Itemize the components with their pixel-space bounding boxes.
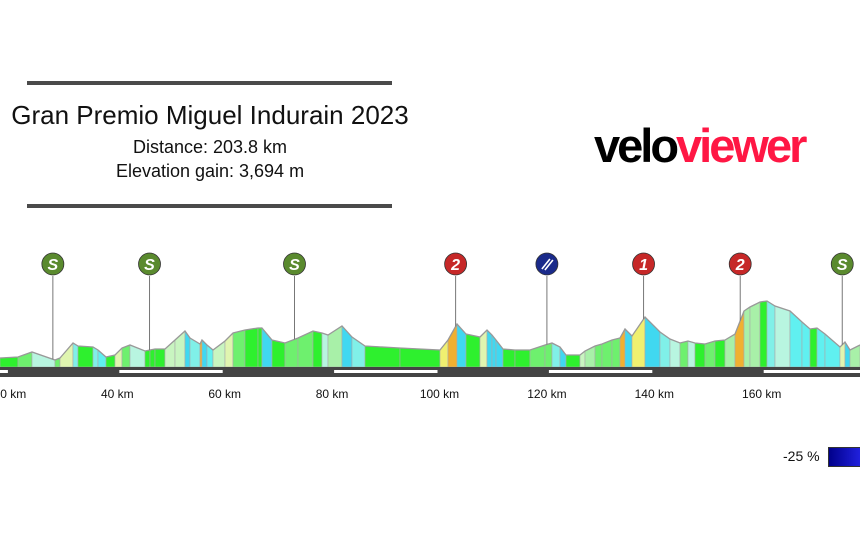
- marker-climb-cat-1[interactable]: 1: [632, 252, 655, 320]
- marker-badge: [283, 252, 306, 276]
- axis-dash: [548, 370, 653, 373]
- marker-badge: [632, 252, 655, 276]
- profile-segment: [144, 349, 151, 368]
- profile-segment: [759, 300, 768, 368]
- profile-segment: [789, 310, 803, 368]
- marker-label: 1: [639, 257, 648, 274]
- axis-dash: [119, 370, 223, 373]
- marker-badge: [138, 252, 161, 276]
- x-tick-label: 80 km: [316, 387, 349, 401]
- x-tick-label: 160 km: [742, 387, 781, 401]
- race-title: Gran Premio Miguel Indurain 2023: [11, 100, 409, 130]
- profile-segment: [321, 332, 329, 368]
- marker-sprint[interactable]: S: [138, 252, 161, 351]
- x-tick-label: 100 km: [420, 387, 459, 401]
- profile-segment: [312, 330, 323, 368]
- profile-segment: [232, 329, 246, 368]
- marker-badge: [728, 252, 752, 276]
- profile-segment: [465, 333, 481, 368]
- x-tick-label: 60 km: [208, 387, 241, 401]
- marker-label: S: [48, 257, 59, 274]
- x-tick-label: 20 km: [0, 387, 26, 401]
- x-tick-label: 40 km: [101, 387, 134, 401]
- profile-segment: [679, 340, 689, 368]
- profile-segment: [502, 348, 516, 368]
- marker-label: S: [837, 257, 848, 274]
- marker-badge: [41, 252, 65, 276]
- profile-segment: [766, 300, 776, 368]
- marker-label: 2: [735, 257, 745, 274]
- marker-badge: [830, 252, 854, 276]
- profile-segment: [271, 339, 286, 368]
- marker-feed-zone[interactable]: [535, 252, 559, 345]
- profile-segment: [611, 337, 621, 368]
- profile-segment: [824, 333, 841, 368]
- marker-label: S: [144, 257, 155, 274]
- axis-dash: [763, 370, 860, 373]
- profile-segment: [809, 327, 818, 368]
- profile-segment: [149, 348, 156, 368]
- bottom-rule: [27, 204, 392, 208]
- profile-segment: [529, 344, 546, 368]
- top-rule: [27, 81, 392, 85]
- profile-segment: [849, 344, 860, 368]
- profile-segment: [704, 340, 716, 368]
- profile-segment: [77, 345, 94, 368]
- profile-segment: [121, 344, 131, 368]
- profile-segment: [327, 325, 343, 368]
- profile-segment: [72, 342, 79, 368]
- profile-segment: [544, 342, 553, 368]
- profile-segment: [154, 348, 166, 368]
- gradient-legend-bar: [828, 447, 860, 467]
- profile-segment: [594, 343, 603, 368]
- profile-segment: [97, 349, 107, 368]
- profile-segment: [743, 306, 751, 368]
- profile-segment: [734, 310, 745, 368]
- axis-dash: [0, 370, 8, 373]
- marker-sprint[interactable]: S: [830, 252, 854, 345]
- profile-segment: [364, 345, 401, 368]
- profile-segment: [749, 301, 761, 368]
- veloviewer-logo: veloviewer: [594, 119, 807, 172]
- profile-segment: [447, 322, 458, 368]
- axis-dash: [334, 370, 438, 373]
- marker-label: S: [289, 257, 300, 274]
- profile-outline: [0, 300, 860, 361]
- profile-segment: [244, 327, 259, 368]
- x-tick-label: 140 km: [635, 387, 674, 401]
- profile-segment: [631, 316, 646, 368]
- marker-badge: [444, 252, 468, 276]
- profile-segment: [565, 354, 581, 368]
- marker-climb-cat-2[interactable]: 2: [444, 252, 468, 327]
- marker-label: 2: [450, 257, 460, 274]
- marker-climb-cat-2[interactable]: 2: [728, 252, 752, 321]
- elevation-gain-text: Elevation gain: 3,694 m: [115, 161, 305, 181]
- profile-segment: [514, 349, 531, 368]
- profile-segment: [486, 329, 493, 368]
- marker-sprint[interactable]: S: [283, 252, 306, 340]
- profile-segment: [456, 323, 467, 368]
- marker-sprint[interactable]: S: [41, 252, 65, 360]
- profile-segment: [257, 327, 263, 368]
- profile-segment: [174, 330, 186, 368]
- profile-segment: [669, 338, 681, 368]
- distance-text: Distance: 203.8 km: [132, 137, 288, 157]
- profile-segment: [774, 305, 791, 368]
- x-tick-label: 120 km: [527, 387, 566, 401]
- profile-segment: [224, 332, 234, 368]
- profile-segment: [31, 351, 56, 368]
- profile-segment: [399, 347, 441, 368]
- profile-segment: [687, 340, 696, 368]
- profile-segment: [714, 339, 726, 368]
- profile-segment: [694, 342, 706, 368]
- legend-min-label: -25 %: [783, 448, 820, 464]
